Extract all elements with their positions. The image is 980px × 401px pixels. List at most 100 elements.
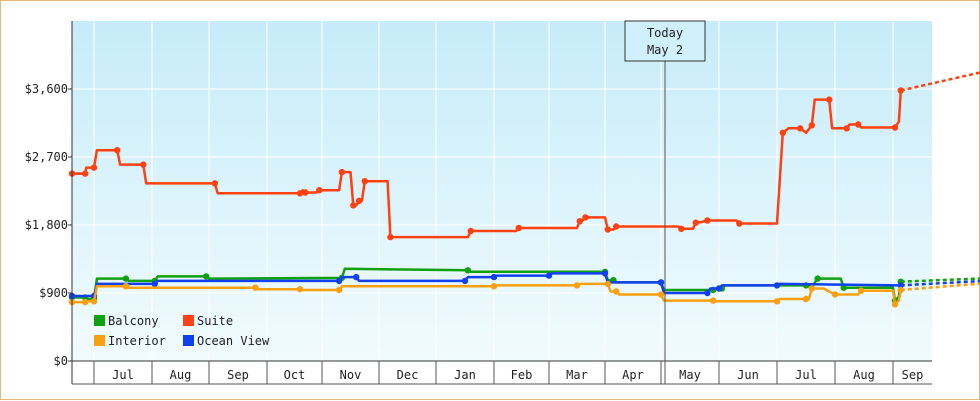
data-point (613, 288, 620, 295)
data-point (464, 267, 472, 274)
data-point (857, 287, 865, 294)
data-point (490, 283, 498, 290)
legend-label: Balcony (108, 314, 159, 328)
data-point (350, 202, 357, 209)
data-point (814, 275, 821, 282)
data-point (604, 280, 611, 288)
data-point (387, 233, 394, 241)
data-point (657, 279, 665, 286)
data-point (808, 285, 815, 292)
data-point (797, 125, 804, 132)
data-point (545, 272, 553, 279)
series-layer (68, 71, 980, 308)
series-forecast-suite (900, 71, 980, 92)
data-point (353, 273, 360, 281)
x-tick-label: Jan (454, 368, 476, 382)
data-point (151, 280, 158, 288)
data-point (831, 291, 839, 298)
data-point (576, 218, 583, 225)
data-point (114, 147, 121, 154)
data-point (338, 168, 346, 176)
data-point (361, 178, 368, 185)
data-point (467, 227, 474, 235)
data-point (90, 298, 98, 305)
x-tick-label: Sep (902, 368, 924, 382)
data-point (891, 301, 899, 308)
data-point (203, 273, 210, 280)
legend-swatch (183, 315, 194, 326)
legend-swatch (94, 315, 105, 326)
data-point (122, 283, 130, 290)
series-interior (68, 280, 980, 308)
data-point (897, 87, 904, 94)
data-point (515, 224, 522, 232)
data-point (302, 189, 309, 196)
data-point (692, 219, 699, 226)
series-ocean-view (68, 270, 980, 300)
x-tick-label: Aug (853, 368, 875, 382)
data-point (211, 180, 218, 187)
data-point (582, 214, 589, 221)
x-tick-label: Jul (795, 368, 817, 382)
data-point (335, 286, 343, 294)
data-point (335, 277, 343, 285)
data-point (296, 190, 304, 197)
data-point (140, 161, 147, 168)
today-box (624, 20, 706, 62)
legend-label: Ocean View (197, 334, 270, 348)
data-point (736, 220, 743, 227)
data-point (678, 225, 685, 232)
data-point (252, 284, 259, 291)
data-point (773, 298, 781, 305)
data-point (604, 226, 611, 233)
data-point (355, 197, 363, 204)
data-point (802, 295, 810, 303)
data-point (704, 289, 711, 297)
data-point (601, 270, 609, 277)
y-tick-label: $2,700 (25, 150, 68, 164)
legend-label: Interior (108, 334, 166, 348)
y-tick-label: $3,600 (25, 82, 68, 96)
legend-swatch (183, 335, 194, 346)
x-tick-label: Sep (227, 368, 249, 382)
data-point (843, 125, 850, 132)
data-point (122, 275, 130, 282)
today-label: Today (647, 26, 683, 40)
x-tick-label: Aug (170, 368, 192, 382)
x-tick-label: Apr (622, 368, 644, 382)
x-tick-label: May (679, 368, 701, 382)
data-point (316, 187, 323, 194)
legend: Balcony Suite Interior Ocean View (94, 314, 270, 348)
data-point (897, 286, 904, 294)
data-point (891, 124, 899, 131)
y-tick-label: $0 (54, 354, 68, 368)
x-tick-label: Jul (112, 368, 134, 382)
axes: $0 $900 $1,800 $2,700 $3,600 Jul Aug Sep Oct Nov D… (25, 21, 932, 385)
data-point (840, 284, 847, 291)
data-point (657, 291, 665, 298)
data-point (613, 223, 620, 230)
data-point (855, 121, 862, 128)
legend-swatch (94, 335, 105, 346)
x-tick-label: Jun (737, 368, 759, 382)
data-point (826, 96, 833, 103)
data-point (90, 164, 98, 171)
data-point (715, 285, 723, 292)
data-point (461, 277, 469, 285)
today-marker: Today May 2 (624, 20, 706, 384)
y-tick-label: $1,800 (25, 218, 68, 232)
data-point (296, 286, 304, 293)
data-point (704, 217, 711, 224)
data-point (573, 282, 581, 289)
x-tick-label: Dec (397, 368, 419, 382)
data-point (779, 129, 786, 136)
data-point (773, 282, 781, 289)
x-tick-label: Feb (511, 368, 533, 382)
series-suite (68, 71, 980, 241)
data-point (82, 298, 89, 306)
x-tick-label: Nov (340, 368, 362, 382)
plot-area (72, 21, 932, 361)
gridlines (72, 21, 932, 361)
